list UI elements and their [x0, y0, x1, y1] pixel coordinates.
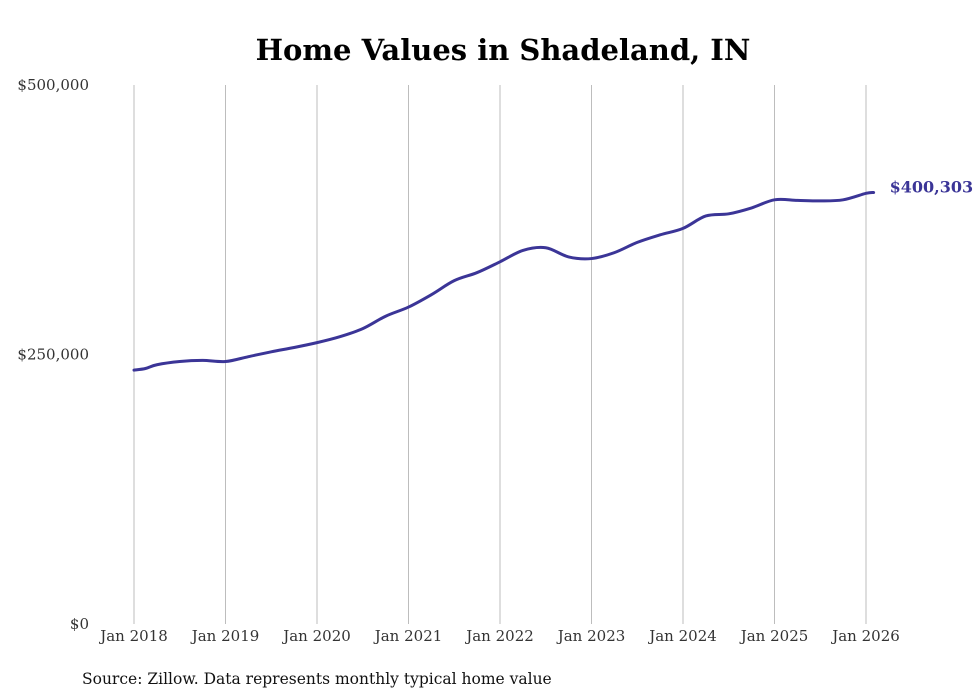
home-value-line [132, 190, 876, 372]
latest-value-label: $400,303 [890, 177, 974, 196]
y-tick-label-0: $0 [70, 615, 89, 633]
grid-lines [133, 85, 867, 624]
y-tick-label-1: $250,000 [17, 346, 89, 364]
y-tick-label-2: $500,000 [17, 76, 89, 94]
x-tick-label-3: Jan 2021 [373, 627, 443, 645]
x-tick-label-5: Jan 2023 [556, 627, 626, 645]
x-tick-label-2: Jan 2020 [281, 627, 351, 645]
x-tick-label-8: Jan 2026 [830, 627, 900, 645]
x-tick-label-1: Jan 2019 [190, 627, 260, 645]
source-note: Source: Zillow. Data represents monthly … [82, 670, 552, 688]
x-axis-tick-labels: Jan 2018 Jan 2019 Jan 2020 Jan 2021 Jan 2022… [98, 627, 900, 645]
chart-title: Home Values in Shadeland, IN [256, 33, 751, 67]
y-axis-tick-labels: $0 $250,000 $500,000 [17, 76, 89, 633]
x-tick-label-4: Jan 2022 [464, 627, 534, 645]
x-tick-label-6: Jan 2024 [647, 627, 717, 645]
x-tick-label-7: Jan 2025 [739, 627, 809, 645]
x-tick-label-0: Jan 2018 [98, 627, 168, 645]
